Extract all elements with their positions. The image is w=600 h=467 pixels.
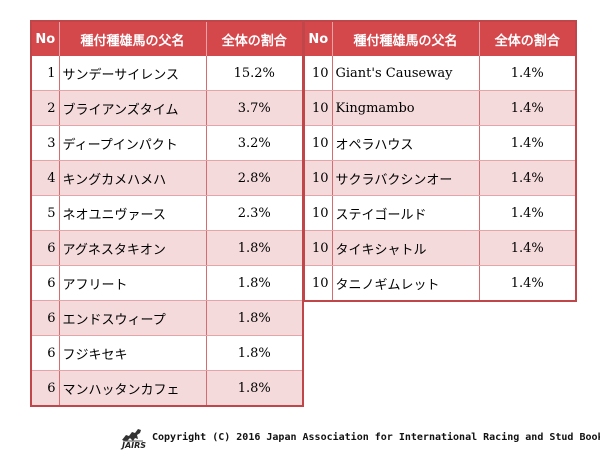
horse-icon — [122, 429, 143, 442]
share-cell: 1.4% — [479, 125, 577, 161]
sire-name-cell: Giant's Causeway — [332, 56, 480, 91]
table-row: 6 アグネスタキオン 1.8% — [31, 230, 304, 266]
table-row: 6 アフリート 1.8% — [31, 265, 304, 301]
share-cell: 2.3% — [206, 195, 304, 231]
share-cell: 1.8% — [206, 335, 304, 371]
copyright-text: Copyright (C) 2016 Japan Association for… — [152, 431, 600, 443]
rank-cell: 6 — [31, 300, 60, 336]
logo-text: JAIRS — [122, 441, 147, 450]
header-row: No 種付種雄馬の父名 全体の割合 — [304, 21, 577, 56]
table-row: 10 Giant's Causeway 1.4% — [304, 56, 577, 91]
share-cell: 1.4% — [479, 265, 577, 302]
rank-cell: 10 — [304, 195, 333, 231]
sire-name-cell: サンデーサイレンス — [59, 56, 207, 91]
table-row: 3 ディープインパクト 3.2% — [31, 125, 304, 161]
share-cell: 3.7% — [206, 90, 304, 126]
sire-name-cell: オペラハウス — [332, 125, 480, 161]
column-header-sire: 種付種雄馬の父名 — [332, 21, 480, 56]
table-row: 10 サクラバクシンオー 1.4% — [304, 160, 577, 196]
header-row: No 種付種雄馬の父名 全体の割合 — [31, 21, 304, 56]
column-header-share: 全体の割合 — [206, 21, 304, 56]
rank-cell: 10 — [304, 160, 333, 196]
share-cell: 1.4% — [479, 195, 577, 231]
sire-name-cell: タニノギムレット — [332, 265, 480, 302]
rank-cell: 1 — [31, 56, 60, 91]
sire-name-cell: アグネスタキオン — [59, 230, 207, 266]
share-cell: 2.8% — [206, 160, 304, 196]
rank-cell: 4 — [31, 160, 60, 196]
table-row: 5 ネオユニヴァース 2.3% — [31, 195, 304, 231]
table-row: 10 タイキシャトル 1.4% — [304, 230, 577, 266]
table-row: 4 キングカメハメハ 2.8% — [31, 160, 304, 196]
rank-cell: 6 — [31, 265, 60, 301]
share-cell: 1.8% — [206, 230, 304, 266]
rank-cell: 3 — [31, 125, 60, 161]
sire-name-cell: フジキセキ — [59, 335, 207, 371]
ranking-table-left: No 種付種雄馬の父名 全体の割合 1 サンデーサイレンス 15.2% 2 ブラ… — [30, 20, 304, 407]
sire-name-cell: キングカメハメハ — [59, 160, 207, 196]
column-header-no: No — [304, 21, 333, 56]
column-header-no: No — [31, 21, 60, 56]
table-row: 6 マンハッタンカフェ 1.8% — [31, 370, 304, 407]
table-row: 2 ブライアンズタイム 3.7% — [31, 90, 304, 126]
share-cell: 1.4% — [479, 160, 577, 196]
column-header-share: 全体の割合 — [479, 21, 577, 56]
table-row: 10 Kingmambo 1.4% — [304, 90, 577, 126]
sire-name-cell: エンドスウィープ — [59, 300, 207, 336]
share-cell: 3.2% — [206, 125, 304, 161]
table-row: 6 エンドスウィープ 1.8% — [31, 300, 304, 336]
sire-name-cell: ネオユニヴァース — [59, 195, 207, 231]
share-cell: 15.2% — [206, 56, 304, 91]
jairs-logo: JAIRS — [120, 426, 147, 450]
rank-cell: 10 — [304, 125, 333, 161]
share-cell: 1.4% — [479, 90, 577, 126]
sire-name-cell: アフリート — [59, 265, 207, 301]
ranking-table-right: No 種付種雄馬の父名 全体の割合 10 Giant's Causeway 1.… — [303, 20, 577, 302]
table-row: 10 タニノギムレット 1.4% — [304, 265, 577, 302]
share-cell: 1.8% — [206, 300, 304, 336]
rank-cell: 5 — [31, 195, 60, 231]
sire-name-cell: ブライアンズタイム — [59, 90, 207, 126]
rank-cell: 10 — [304, 230, 333, 266]
sire-name-cell: Kingmambo — [332, 90, 480, 126]
share-cell: 1.4% — [479, 230, 577, 266]
share-cell: 1.8% — [206, 370, 304, 407]
column-header-sire: 種付種雄馬の父名 — [59, 21, 207, 56]
rank-cell: 10 — [304, 265, 333, 302]
sire-name-cell: タイキシャトル — [332, 230, 480, 266]
sire-name-cell: ステイゴールド — [332, 195, 480, 231]
table-row: 1 サンデーサイレンス 15.2% — [31, 56, 304, 91]
sire-name-cell: マンハッタンカフェ — [59, 370, 207, 407]
table-row: 10 ステイゴールド 1.4% — [304, 195, 577, 231]
rank-cell: 6 — [31, 230, 60, 266]
table-row: 10 オペラハウス 1.4% — [304, 125, 577, 161]
sire-name-cell: ディープインパクト — [59, 125, 207, 161]
footer: JAIRS Copyright (C) 2016 Japan Associati… — [120, 426, 600, 450]
rank-cell: 2 — [31, 90, 60, 126]
rank-cell: 10 — [304, 90, 333, 126]
rank-cell: 6 — [31, 370, 60, 407]
table-row: 6 フジキセキ 1.8% — [31, 335, 304, 371]
share-cell: 1.8% — [206, 265, 304, 301]
share-cell: 1.4% — [479, 56, 577, 91]
rank-cell: 6 — [31, 335, 60, 371]
sire-name-cell: サクラバクシンオー — [332, 160, 480, 196]
rank-cell: 10 — [304, 56, 333, 91]
